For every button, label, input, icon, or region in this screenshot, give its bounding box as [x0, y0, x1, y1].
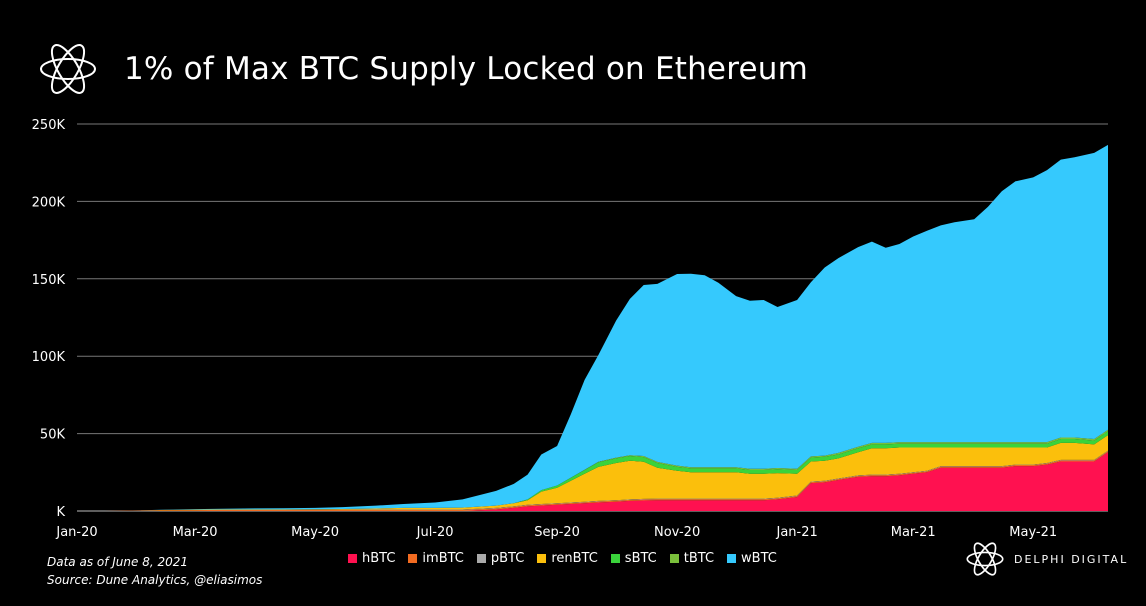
legend-swatch [476, 554, 486, 563]
legend-item-renBTC: renBTC [537, 551, 598, 566]
source-note: Source: Dune Analytics, @eliasimos [47, 573, 263, 587]
x-tick-label: Nov-20 [654, 525, 700, 540]
legend-item-hBTC: hBTC [348, 551, 395, 566]
legend-label: hBTC [362, 551, 396, 566]
area-renBTC [77, 435, 1108, 511]
area-wBTC [77, 144, 1108, 511]
y-tick-label: 100K [32, 350, 66, 365]
legend-item-pBTC: pBTC [476, 551, 525, 566]
legend-item-sBTC: sBTC [610, 551, 657, 566]
legend-label: pBTC [490, 551, 525, 566]
brand: DELPHI DIGITAL [962, 536, 1128, 582]
x-tick-label: May-20 [291, 525, 339, 540]
data-as-of: Data as of June 8, 2021 [47, 555, 189, 569]
area-series [77, 144, 1108, 511]
legend-label: sBTC [624, 551, 657, 566]
y-tick-label: 150K [32, 273, 66, 288]
y-tick-label: 200K [32, 195, 66, 210]
y-tick-label: 250K [32, 118, 66, 133]
x-tick-label: Mar-20 [173, 525, 218, 540]
x-axis-ticks: Jan-20 Mar-20 May-20 Jul-20 Sep-20 Nov-20 Jan-… [55, 525, 1057, 540]
footnote: Data as of June 8, 2021 Source: Dune Ana… [47, 553, 262, 589]
x-tick-label: Mar-21 [891, 525, 936, 540]
legend-swatch [610, 554, 620, 563]
area-tBTC [77, 429, 1108, 511]
brand-name: DELPHI DIGITAL [1014, 552, 1129, 566]
x-tick-label: Jan-21 [775, 525, 817, 540]
legend-swatch [727, 554, 737, 563]
legend-label: tBTC [683, 551, 715, 566]
legend-label: renBTC [551, 551, 598, 566]
legend-label: wBTC [741, 551, 777, 566]
x-tick-label: May-21 [1009, 525, 1057, 540]
y-tick-label: K [56, 505, 65, 520]
area-sBTC [77, 431, 1108, 511]
delphi-logo-icon [40, 44, 96, 94]
x-tick-label: Sep-20 [534, 525, 580, 540]
legend-swatch [669, 554, 679, 563]
legend-item-imBTC: imBTC [408, 551, 464, 566]
y-tick-label: 50K [40, 428, 66, 443]
chart-title: 1% of Max BTC Supply Locked on Ethereum [124, 51, 808, 87]
legend: hBTC imBTC pBTC renBTC sBTC tBTC wBTC [348, 551, 790, 566]
legend-swatch [408, 554, 418, 563]
x-tick-label: Jan-20 [55, 525, 97, 540]
y-axis-ticks: K 50K 100K 150K 200K 250K [32, 118, 66, 520]
legend-swatch [348, 554, 357, 563]
legend-label: imBTC [422, 551, 464, 566]
legend-item-tBTC: tBTC [669, 551, 715, 566]
legend-item-wBTC: wBTC [727, 551, 777, 566]
area-hBTC [77, 452, 1108, 511]
x-tick-label: Jul-20 [416, 525, 454, 540]
legend-swatch [537, 554, 547, 563]
delphi-brand-icon [966, 542, 1004, 576]
